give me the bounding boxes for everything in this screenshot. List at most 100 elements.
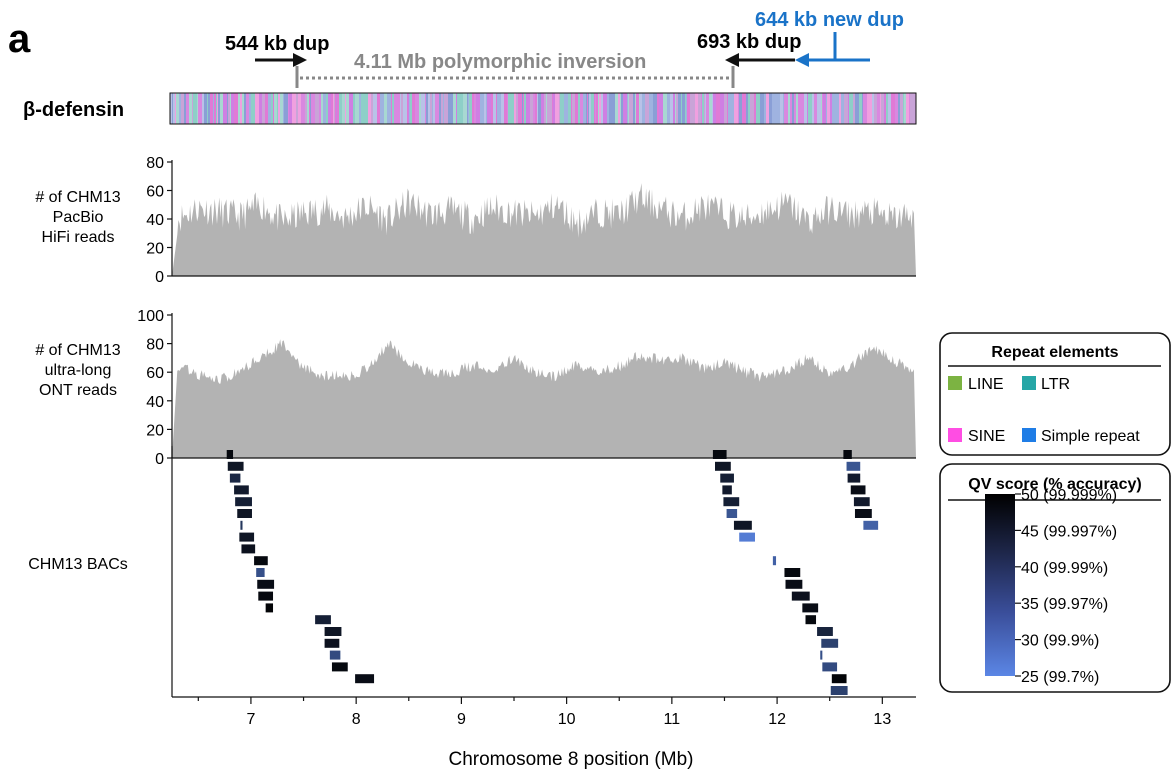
repeat-stripe — [283, 93, 284, 124]
repeat-stripe — [514, 93, 516, 124]
repeat-stripe — [853, 93, 855, 124]
repeat-stripe — [493, 93, 496, 124]
repeat-stripe — [645, 93, 649, 124]
repeat-stripe — [368, 93, 371, 124]
repeat-stripe — [384, 93, 387, 124]
repeat-stripe — [587, 93, 588, 124]
repeat-stripe — [480, 93, 484, 124]
ont-panel: 0 20 40 60 80 100 — [137, 308, 916, 468]
repeat-stripe — [609, 93, 611, 124]
repeat-stripe — [544, 93, 546, 124]
repeat-stripe — [361, 93, 365, 124]
repeat-stripe — [486, 93, 487, 124]
bac-bar — [802, 603, 819, 613]
y-tick-label: 60 — [146, 365, 164, 382]
repeat-stripe — [273, 93, 274, 124]
bac-bar — [785, 579, 803, 589]
repeat-track-border — [169, 92, 917, 125]
repeat-stripe — [328, 93, 331, 124]
repeat-stripe — [469, 93, 472, 124]
repeat-stripe — [796, 93, 798, 124]
repeat-stripe — [530, 93, 533, 124]
repeat-stripe — [533, 93, 535, 124]
repeat-stripe — [380, 93, 384, 124]
repeat-stripe — [213, 93, 214, 124]
ont-ylabel: # of CHM13 ultra-long ONT reads — [35, 342, 120, 399]
repeat-stripe — [898, 93, 900, 124]
repeat-stripe — [394, 93, 397, 124]
repeat-stripe — [783, 93, 784, 124]
repeat-stripe — [807, 93, 808, 124]
repeat-stripe — [724, 93, 727, 124]
repeat-stripe — [620, 93, 621, 124]
bac-bar — [847, 473, 861, 483]
repeat-stripe — [268, 93, 271, 124]
repeat-stripe — [371, 93, 373, 124]
repeat-stripe — [804, 93, 805, 124]
repeat-stripe — [246, 93, 249, 124]
repeat-stripe — [553, 93, 555, 124]
repeat-stripe — [284, 93, 288, 124]
repeat-stripe — [914, 93, 916, 124]
repeat-stripe — [538, 93, 541, 124]
repeat-stripe — [830, 93, 832, 124]
repeat-stripe — [564, 93, 568, 124]
repeat-stripe — [192, 93, 193, 124]
repeat-stripe — [336, 93, 337, 124]
repeat-stripe — [421, 93, 425, 124]
repeat-stripe — [274, 93, 277, 124]
repeat-stripe — [906, 93, 909, 124]
repeat-stripe — [333, 93, 334, 124]
repeat-stripe — [301, 93, 305, 124]
repeat-stripe — [594, 93, 595, 124]
repeat-stripe — [603, 93, 607, 124]
repeat-stripe — [559, 93, 560, 124]
repeat-stripe — [568, 93, 571, 124]
bac-bar — [265, 603, 274, 613]
qv-legend: QV score (% accuracy) 50 (99.999%) 45 (99… — [939, 463, 1171, 693]
bac-bar — [227, 461, 244, 471]
repeat-stripe — [467, 93, 468, 124]
repeat-stripe — [800, 93, 803, 124]
repeat-stripe — [401, 93, 403, 124]
repeat-stripe — [186, 93, 189, 124]
repeat-stripe — [821, 93, 822, 124]
repeat-stripe — [885, 93, 886, 124]
dup693-arrowhead — [725, 53, 739, 67]
qv-tick-label: 40 (99.99%) — [1021, 560, 1108, 577]
repeat-stripe — [249, 93, 251, 124]
repeat-stripe — [910, 93, 914, 124]
repeat-stripe — [633, 93, 635, 124]
repeat-stripe — [403, 93, 407, 124]
qv-ticks: 50 (99.999%) 45 (99.997%) 40 (99.99%) 35 (9… — [1015, 487, 1117, 686]
repeat-stripe — [862, 93, 863, 124]
y-tick-label: 40 — [146, 394, 164, 411]
repeat-stripe — [596, 93, 597, 124]
repeat-stripe — [433, 93, 435, 124]
repeat-stripe — [255, 93, 259, 124]
repeat-stripe — [218, 93, 220, 124]
repeat-stripe — [588, 93, 589, 124]
repeat-stripe — [788, 93, 790, 124]
repeat-stripe — [359, 93, 361, 124]
repeat-stripe — [607, 93, 609, 124]
repeat-stripe — [636, 93, 639, 124]
repeat-stripe — [817, 93, 821, 124]
repeat-stripe — [217, 93, 218, 124]
repeat-stripe — [397, 93, 400, 124]
repeat-stripe — [682, 93, 685, 124]
repeat-stripe — [872, 93, 874, 124]
repeat-stripe — [181, 93, 184, 124]
repeat-stripe — [335, 93, 336, 124]
repeat-stripe — [886, 93, 888, 124]
repeat-stripe — [407, 93, 408, 124]
repeat-stripe — [754, 93, 756, 124]
repeat-stripe — [316, 93, 319, 124]
bac-bar — [739, 532, 755, 542]
repeat-stripe — [841, 93, 844, 124]
bac-ylabel: CHM13 BACs — [28, 556, 128, 573]
repeat-stripe — [537, 93, 538, 124]
repeat-stripe — [844, 93, 848, 124]
repeat-stripe — [309, 93, 310, 124]
dup693-label: 693 kb dup — [697, 31, 801, 53]
